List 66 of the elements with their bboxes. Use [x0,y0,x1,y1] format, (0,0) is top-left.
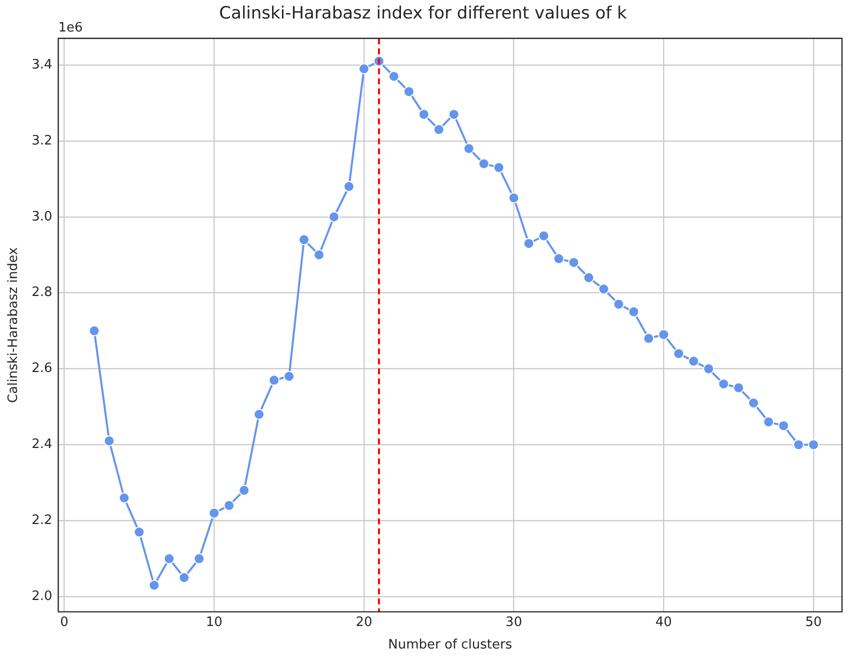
chart-title: Calinski-Harabasz index for different values of k [219,4,627,24]
point [748,397,760,408]
point [568,256,580,268]
y-tick-label: 2.8 [32,285,52,300]
x-tick-label: 20 [356,614,372,630]
point [178,572,190,584]
point [808,439,820,450]
x-tick-label: 50 [805,614,822,630]
point [643,332,654,344]
point [613,298,624,310]
point [418,108,430,120]
point [314,249,325,260]
point [493,162,504,174]
point [238,484,250,496]
point [658,329,670,340]
point [298,234,310,246]
y-tick-label: 3.4 [32,57,52,72]
point [268,374,280,386]
point [703,363,714,374]
y-tick-label: 3.2 [32,133,52,148]
y-tick-label: 3.0 [32,209,52,224]
point [523,238,534,249]
x-tick-label: 30 [506,614,522,630]
y-tick-label: 2.4 [32,437,52,452]
point [778,420,790,432]
point [553,253,564,264]
point [598,284,610,295]
x-tick-label: 40 [655,614,672,630]
point [508,192,520,204]
point [478,158,490,170]
point [164,553,175,564]
y-tick-label: 2.6 [32,361,52,376]
y-axis-title: Calinski-Harabasz index [6,246,22,403]
point [104,435,115,446]
point [118,492,130,504]
point [433,124,444,136]
point [718,378,730,390]
point [88,325,100,336]
point [448,108,460,120]
point [343,180,354,192]
point [793,439,804,450]
point [134,526,145,538]
point [254,408,265,420]
x-tick-label: 10 [206,614,222,630]
point [538,230,550,242]
x-tick-label: 0 [60,614,68,630]
text: 1e6 [58,20,83,36]
point [284,370,295,382]
point [328,211,340,222]
point [688,356,700,367]
y-tick-label: 2.2 [32,513,52,528]
point [208,508,220,519]
point [358,63,370,74]
x-axis-title: Number of clusters [388,638,512,653]
point [733,382,744,394]
y-tick-label: 2.0 [32,588,52,604]
point [388,70,400,82]
point [148,580,160,591]
point [403,86,414,98]
point [583,272,594,284]
point [628,306,640,318]
point [763,416,774,428]
point [463,143,474,154]
point [673,348,684,360]
point [194,553,205,564]
point [224,500,235,511]
